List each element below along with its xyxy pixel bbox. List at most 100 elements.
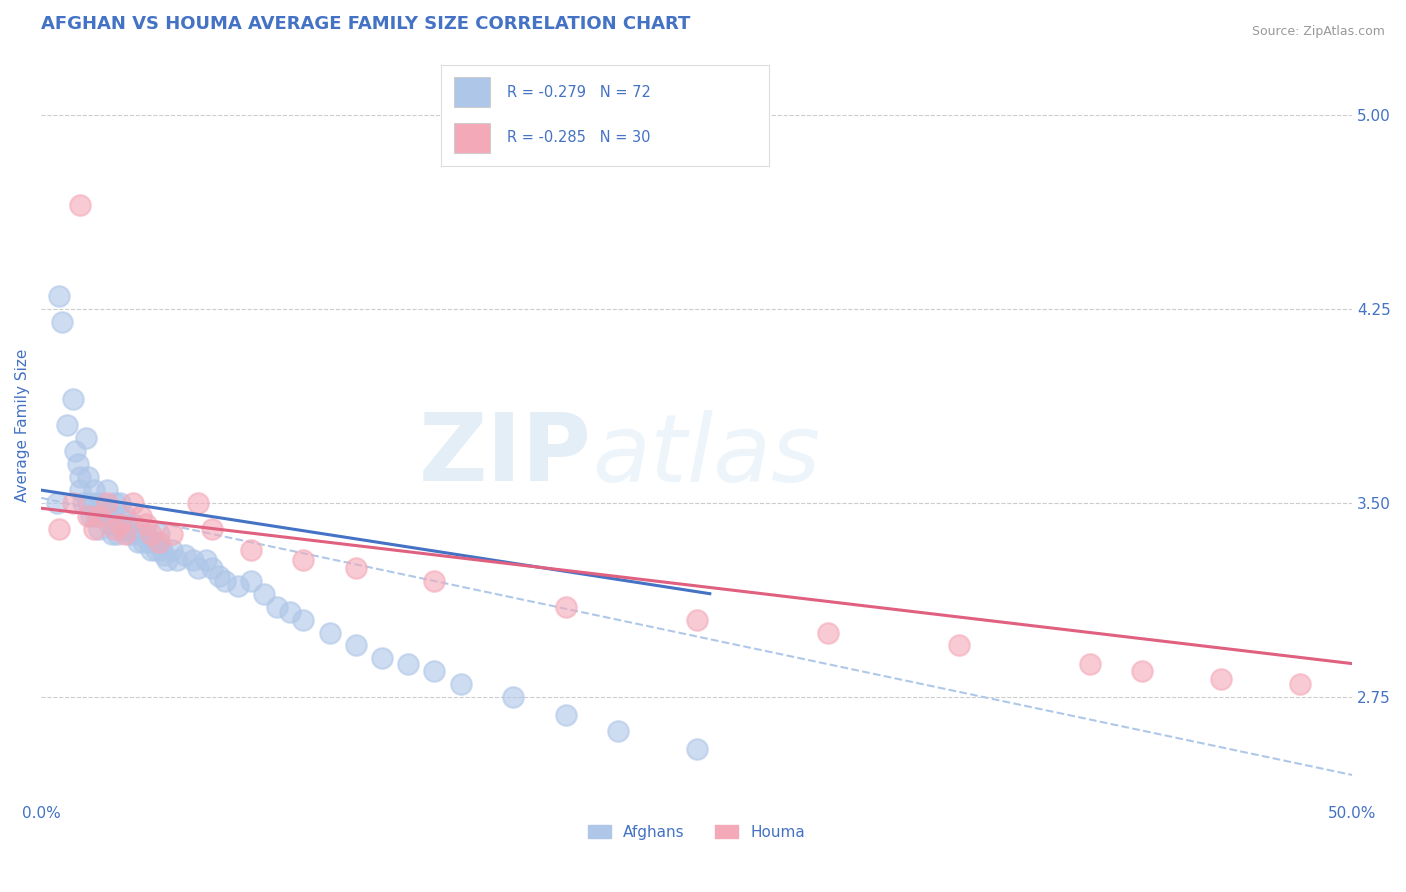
Point bbox=[145, 542, 167, 557]
Point bbox=[135, 527, 157, 541]
Point bbox=[423, 574, 446, 588]
Point bbox=[83, 522, 105, 536]
Point bbox=[1078, 657, 1101, 671]
Point bbox=[141, 542, 163, 557]
Point bbox=[181, 553, 204, 567]
Point bbox=[200, 522, 222, 536]
Point bbox=[77, 508, 100, 523]
Point bbox=[80, 508, 103, 523]
Point bbox=[114, 527, 136, 541]
Point bbox=[253, 587, 276, 601]
Point bbox=[72, 496, 94, 510]
Point bbox=[187, 561, 209, 575]
Point bbox=[278, 605, 301, 619]
Point bbox=[132, 535, 155, 549]
Point bbox=[148, 535, 170, 549]
Point bbox=[83, 483, 105, 497]
Point bbox=[239, 574, 262, 588]
Point bbox=[69, 198, 91, 212]
Point bbox=[1211, 672, 1233, 686]
Point bbox=[96, 483, 118, 497]
Point bbox=[87, 508, 110, 523]
Point bbox=[87, 522, 110, 536]
Point bbox=[686, 613, 709, 627]
Point bbox=[101, 527, 124, 541]
Point bbox=[166, 553, 188, 567]
Point bbox=[62, 392, 84, 407]
Point bbox=[108, 496, 131, 510]
Point bbox=[108, 516, 131, 531]
Point bbox=[502, 690, 524, 705]
Point bbox=[45, 496, 67, 510]
Point bbox=[174, 548, 197, 562]
Point bbox=[56, 418, 79, 433]
Point bbox=[96, 496, 118, 510]
Point bbox=[98, 516, 121, 531]
Legend: Afghans, Houma: Afghans, Houma bbox=[582, 819, 811, 846]
Point bbox=[554, 708, 576, 723]
Point bbox=[371, 651, 394, 665]
Point bbox=[266, 599, 288, 614]
Point bbox=[84, 508, 107, 523]
Point bbox=[226, 579, 249, 593]
Point bbox=[160, 542, 183, 557]
Point bbox=[195, 553, 218, 567]
Point bbox=[66, 457, 89, 471]
Point bbox=[292, 553, 315, 567]
Point bbox=[105, 527, 128, 541]
Point bbox=[108, 508, 131, 523]
Point bbox=[200, 561, 222, 575]
Point bbox=[423, 665, 446, 679]
Point bbox=[686, 742, 709, 756]
Point bbox=[51, 315, 73, 329]
Point bbox=[69, 483, 91, 497]
Point bbox=[129, 527, 152, 541]
Point bbox=[62, 496, 84, 510]
Point bbox=[90, 496, 112, 510]
Point bbox=[114, 508, 136, 523]
Point bbox=[135, 516, 157, 531]
Point bbox=[150, 542, 173, 557]
Point bbox=[948, 639, 970, 653]
Point bbox=[48, 522, 70, 536]
Point bbox=[127, 535, 149, 549]
Point bbox=[187, 496, 209, 510]
Point bbox=[103, 522, 125, 536]
Point bbox=[96, 508, 118, 523]
Point bbox=[208, 568, 231, 582]
Point bbox=[93, 501, 115, 516]
Point bbox=[292, 613, 315, 627]
Text: AFGHAN VS HOUMA AVERAGE FAMILY SIZE CORRELATION CHART: AFGHAN VS HOUMA AVERAGE FAMILY SIZE CORR… bbox=[41, 15, 690, 33]
Point bbox=[103, 516, 125, 531]
Point bbox=[1288, 677, 1310, 691]
Point bbox=[77, 470, 100, 484]
Point bbox=[607, 723, 630, 738]
Point bbox=[75, 431, 97, 445]
Point bbox=[344, 561, 367, 575]
Point bbox=[148, 527, 170, 541]
Point bbox=[124, 527, 146, 541]
Point bbox=[318, 625, 340, 640]
Point bbox=[817, 625, 839, 640]
Point bbox=[141, 527, 163, 541]
Point bbox=[160, 527, 183, 541]
Point bbox=[142, 535, 165, 549]
Point bbox=[111, 522, 134, 536]
Point bbox=[63, 444, 86, 458]
Y-axis label: Average Family Size: Average Family Size bbox=[15, 349, 30, 502]
Point bbox=[77, 496, 100, 510]
Point bbox=[138, 535, 160, 549]
Point bbox=[83, 496, 105, 510]
Point bbox=[554, 599, 576, 614]
Point bbox=[103, 496, 125, 510]
Point bbox=[396, 657, 419, 671]
Point bbox=[48, 289, 70, 303]
Point bbox=[69, 470, 91, 484]
Point bbox=[153, 548, 176, 562]
Point bbox=[129, 508, 152, 523]
Text: atlas: atlas bbox=[592, 410, 820, 501]
Point bbox=[239, 542, 262, 557]
Point bbox=[156, 553, 179, 567]
Point bbox=[214, 574, 236, 588]
Text: Source: ZipAtlas.com: Source: ZipAtlas.com bbox=[1251, 25, 1385, 38]
